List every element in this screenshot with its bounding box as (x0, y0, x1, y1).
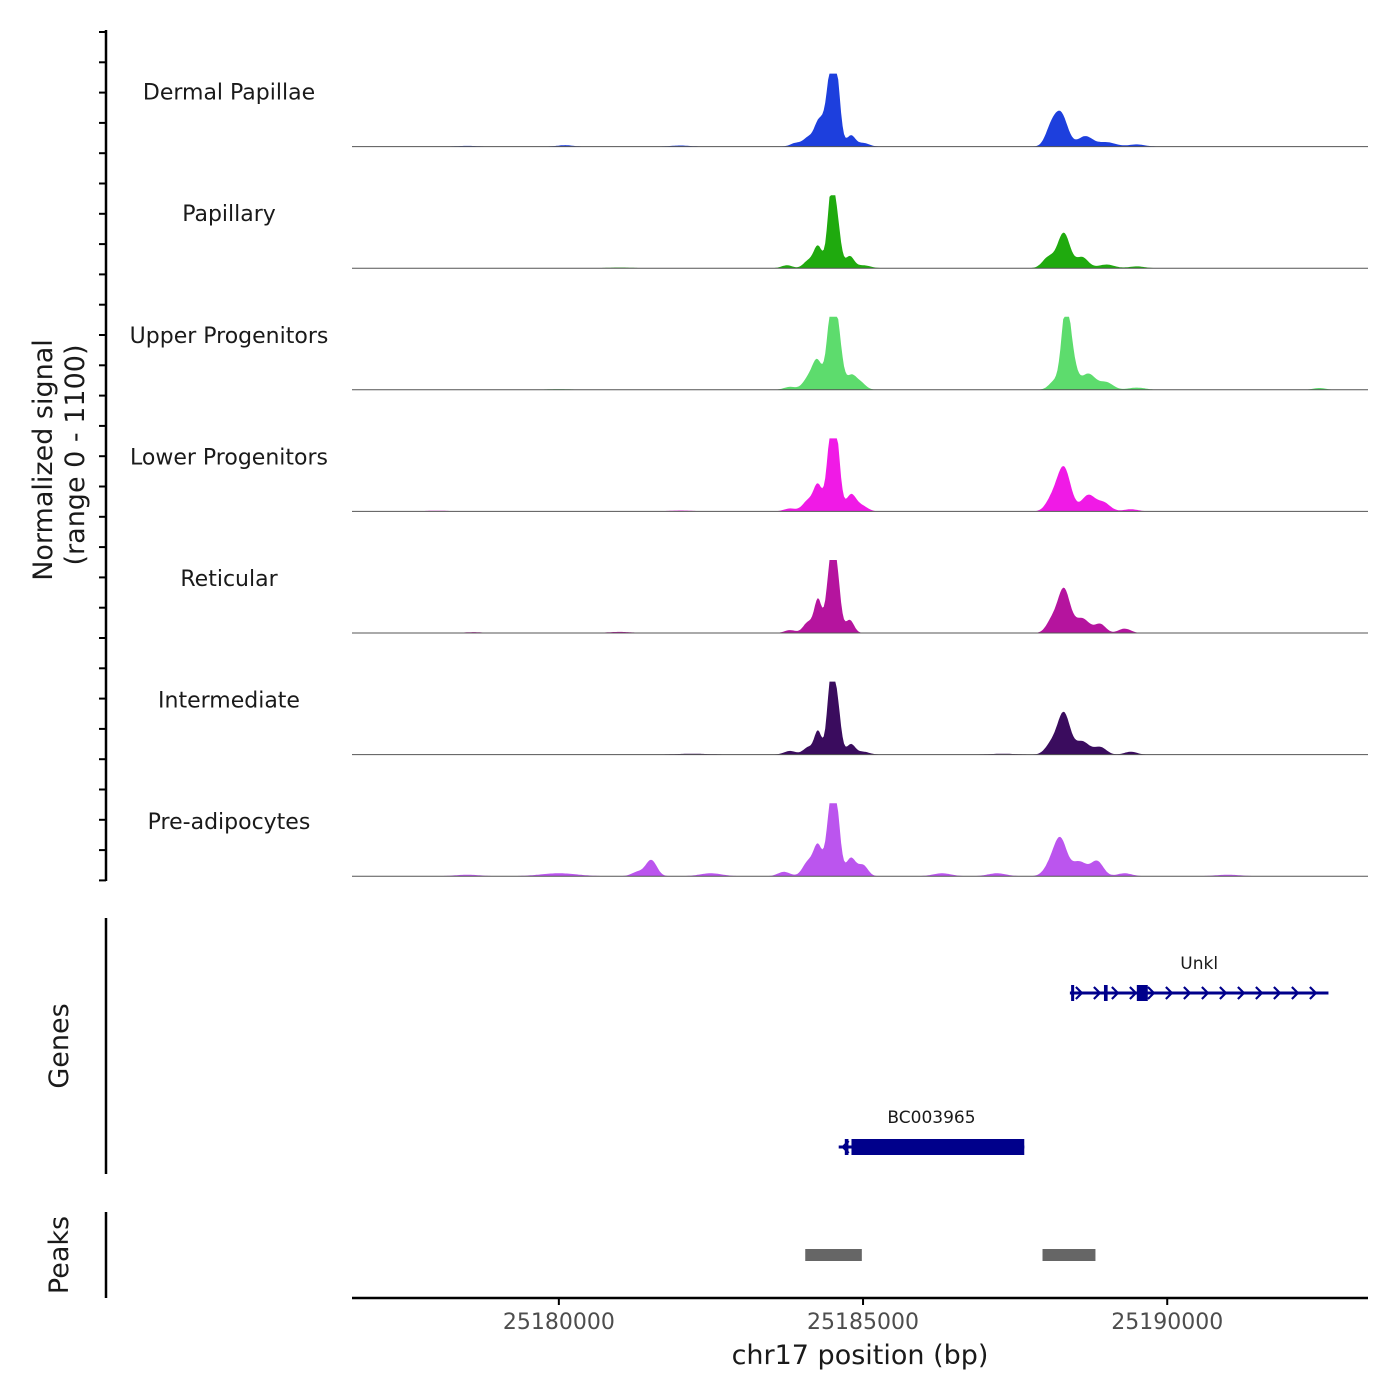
signal-panel: Dermal Papillae Papillary Upper Progenitor… (28, 30, 1368, 882)
track-reticular: Reticular (180, 560, 1368, 634)
signal-area-intermediate (352, 681, 1368, 755)
exon (1136, 985, 1148, 1001)
signal-y-ticks (99, 31, 106, 882)
x-tick-label: 25180000 (503, 1310, 615, 1335)
strand-arrow (1165, 986, 1174, 1000)
strand-arrow (1255, 986, 1264, 1000)
strand-arrow (985, 1140, 994, 1154)
track-label: Upper Progenitors (130, 324, 329, 349)
strand-arrow (895, 1140, 904, 1154)
x-axis-title: chr17 position (bp) (732, 1340, 989, 1371)
track-label: Dermal Papillae (143, 81, 315, 106)
strand-arrow (1183, 986, 1192, 1000)
track-label: Intermediate (158, 689, 300, 714)
signal-area-upper-progenitors (352, 316, 1368, 390)
x-ticks: 25180000 25185000 25190000 (503, 1298, 1223, 1335)
strand-arrow (1291, 986, 1300, 1000)
x-tick-label: 25185000 (807, 1310, 919, 1335)
signal-area-pre-adipocytes (352, 803, 1368, 877)
gene-unkl: Unkl (1069, 954, 1329, 1001)
strand-arrow (859, 1140, 868, 1154)
strand-arrow (1219, 986, 1228, 1000)
gene-label: BC003965 (887, 1108, 975, 1128)
x-tick-label: 25190000 (1111, 1310, 1223, 1335)
signal-area-papillary (352, 195, 1368, 269)
gene-label: Unkl (1180, 954, 1218, 974)
peaks-axis-title: Peaks (44, 1216, 75, 1294)
strand-arrow (1003, 1140, 1012, 1154)
track-papillary: Papillary (182, 195, 1368, 269)
exon (844, 1139, 849, 1155)
strand-arrow (877, 1140, 886, 1154)
peak-region (805, 1249, 862, 1261)
strand-arrow (1309, 986, 1318, 1000)
strand-arrow (1201, 986, 1210, 1000)
strand-arrow (1129, 986, 1138, 1000)
strand-arrow (1147, 986, 1156, 1000)
exon (1103, 985, 1108, 1001)
exon (1071, 985, 1075, 1001)
signal-area-reticular (352, 560, 1368, 633)
signal-area-lower-progenitors (352, 438, 1368, 512)
x-axis: 25180000 25185000 25190000 chr17 position … (352, 1296, 1368, 1371)
peak-bars (805, 1249, 1096, 1261)
gene-bc003965: BC003965 (838, 1108, 1025, 1155)
track-lower-progenitors: Lower Progenitors (130, 438, 1368, 512)
genes-panel: Genes Unkl BC003965 (44, 918, 1329, 1174)
strand-arrow (1273, 986, 1282, 1000)
track-label: Lower Progenitors (130, 445, 328, 470)
strand-arrow (949, 1140, 958, 1154)
track-label: Pre-adipocytes (148, 810, 311, 835)
strand-arrow (913, 1140, 922, 1154)
genes-axis-title: Genes (44, 1003, 75, 1088)
strand-arrow (1237, 986, 1246, 1000)
track-intermediate: Intermediate (158, 681, 1368, 756)
strand-arrow (1093, 986, 1102, 1000)
track-label: Papillary (182, 202, 276, 227)
exon (851, 1139, 1025, 1155)
track-label: Reticular (180, 567, 278, 592)
strand-arrow (931, 1140, 940, 1154)
y-axis-title-line2: (range 0 - 1100) (60, 345, 91, 566)
track-upper-progenitors: Upper Progenitors (130, 316, 1368, 391)
peak-region (1042, 1249, 1096, 1261)
signal-tracks: Dermal Papillae Papillary Upper Progenitor… (130, 73, 1368, 877)
y-axis-title-line1: Normalized signal (28, 339, 59, 581)
track-dermal-papillae: Dermal Papillae (143, 73, 1368, 148)
strand-arrow (841, 1140, 850, 1154)
gene-models: Unkl BC003965 (838, 954, 1329, 1155)
strand-arrow (967, 1140, 976, 1154)
peaks-panel: Peaks (44, 1212, 1096, 1298)
track-pre-adipocytes: Pre-adipocytes (148, 803, 1368, 877)
strand-arrow (1075, 986, 1084, 1000)
signal-area-dermal-papillae (352, 73, 1368, 147)
strand-arrow (1111, 986, 1120, 1000)
